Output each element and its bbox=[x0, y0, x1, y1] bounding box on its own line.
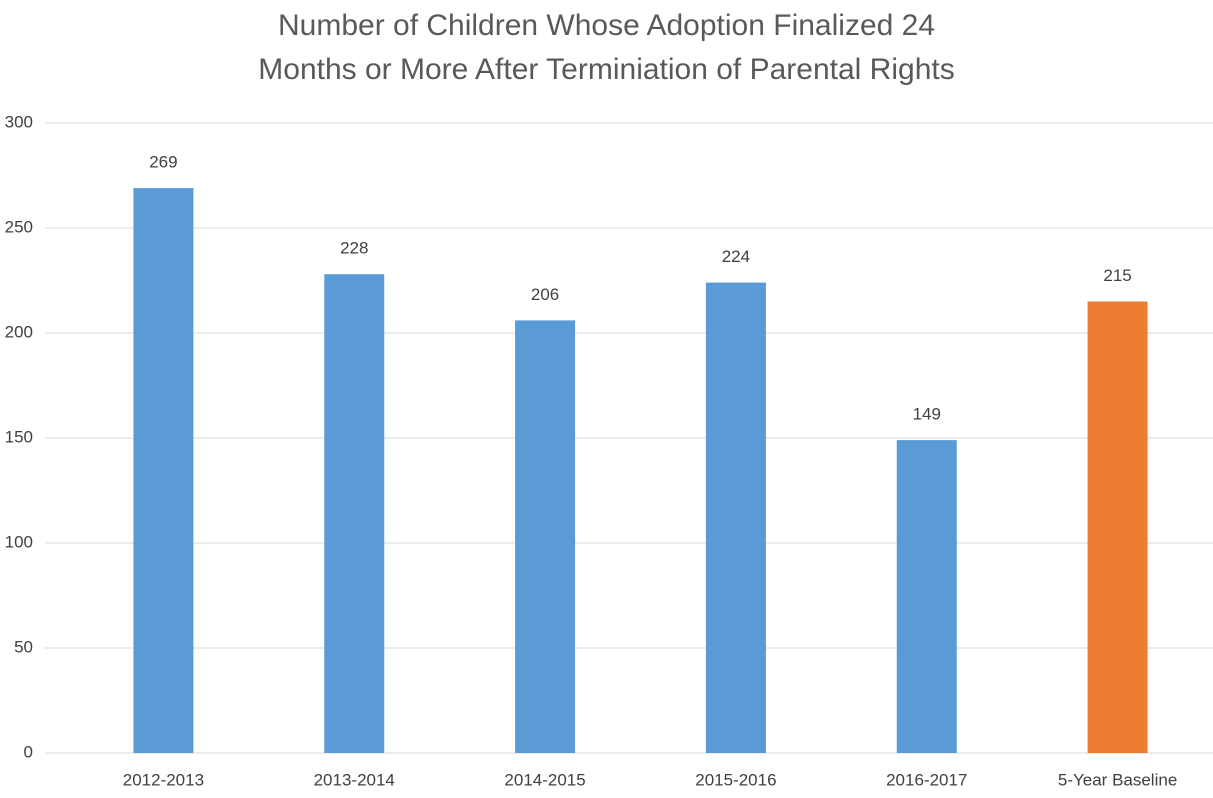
y-tick-label: 200 bbox=[5, 322, 33, 341]
bar bbox=[324, 274, 385, 753]
x-tick-label: 2015-2016 bbox=[695, 770, 776, 789]
data-label: 224 bbox=[722, 247, 750, 266]
chart-title: Number of Children Whose Adoption Finali… bbox=[258, 9, 955, 86]
y-tick-label: 150 bbox=[5, 427, 33, 446]
y-tick-label: 250 bbox=[5, 217, 33, 236]
x-tick-label: 2014-2015 bbox=[504, 770, 585, 789]
y-tick-label: 100 bbox=[5, 532, 33, 551]
data-label: 228 bbox=[340, 239, 368, 258]
data-label: 215 bbox=[1103, 266, 1131, 285]
bar bbox=[515, 320, 576, 753]
data-label: 269 bbox=[149, 153, 177, 172]
y-tick-label: 0 bbox=[24, 742, 33, 761]
bar bbox=[133, 188, 194, 754]
bar bbox=[896, 440, 957, 753]
x-tick-label: 2012-2013 bbox=[123, 770, 204, 789]
x-tick-label: 2016-2017 bbox=[886, 770, 967, 789]
bar bbox=[1087, 301, 1148, 753]
y-tick-label: 300 bbox=[5, 112, 33, 131]
x-tick-label: 2013-2014 bbox=[314, 770, 395, 789]
data-label: 206 bbox=[531, 285, 559, 304]
bar bbox=[705, 282, 766, 753]
x-tick-label: 5-Year Baseline bbox=[1058, 770, 1177, 789]
data-label: 149 bbox=[913, 405, 941, 424]
y-tick-label: 50 bbox=[14, 637, 33, 656]
